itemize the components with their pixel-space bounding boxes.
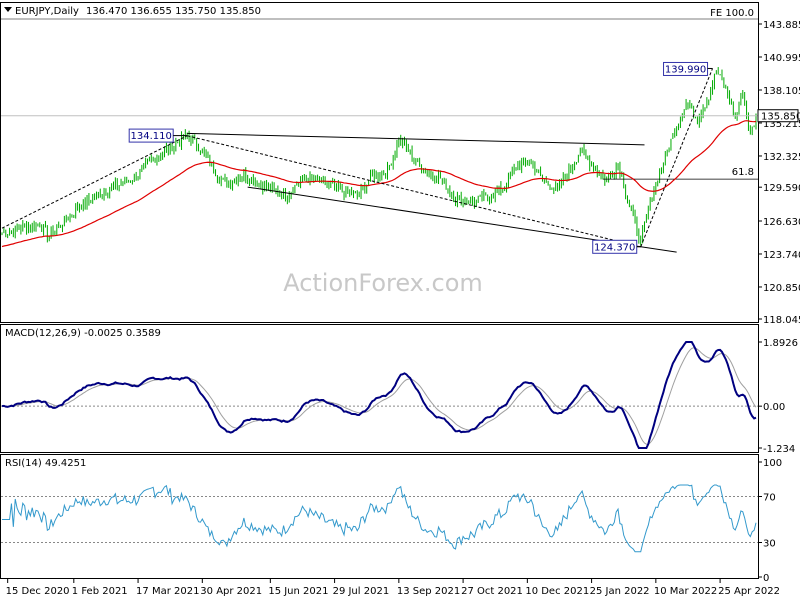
x-tick-label: 10 Mar 2022 xyxy=(654,586,717,597)
price-annotation-label: 124.370 xyxy=(594,242,635,253)
x-tick-label: 25 Jan 2022 xyxy=(590,586,650,597)
macd-tick-label: -1.234 xyxy=(763,444,795,455)
price-tick-label: 135.215 xyxy=(763,119,800,130)
macd-path xyxy=(1,341,757,449)
price-tick-label: 143.885 xyxy=(763,20,800,31)
rsi-title: RSI(14) 49.4251 xyxy=(5,458,86,469)
price-tick-label: 126.630 xyxy=(763,217,800,228)
dropdown-triangle-icon[interactable] xyxy=(4,7,12,12)
x-tick-label: 10 Dec 2021 xyxy=(525,586,589,597)
rsi-tick-label: 100 xyxy=(763,458,782,469)
x-tick-label: 15 Dec 2020 xyxy=(6,586,70,597)
price-annotation-label: 134.110 xyxy=(131,131,172,142)
macd-tick-label: 0.00 xyxy=(763,402,785,413)
x-tick-label: 27 Oct 2021 xyxy=(461,586,523,597)
rsi-tick-label: 70 xyxy=(763,493,776,504)
rsi-tick-label: 0 xyxy=(763,573,769,584)
rsi-path xyxy=(2,484,757,553)
macd-panel-frame xyxy=(0,324,759,453)
macd-tick-label: 1.8926 xyxy=(763,338,798,349)
price-tick-label: 129.590 xyxy=(763,183,800,194)
macd-title: MACD(12,26,9) -0.0025 0.3589 xyxy=(5,328,161,339)
price-tick-label: 123.740 xyxy=(763,250,800,261)
upper-channel-line xyxy=(187,132,645,146)
price-candles: 135.850 61.8 xyxy=(1,67,800,246)
symbol-label: EURJPY,Daily xyxy=(15,6,79,17)
current-price-label: 135.850 xyxy=(761,112,800,123)
x-axis: 15 Dec 2020 1 Feb 2021 17 Mar 2021 30 Apr 2… xyxy=(6,579,780,597)
x-tick-label: 29 Jul 2021 xyxy=(333,586,390,597)
price-tick-label: 132.325 xyxy=(763,152,800,163)
x-tick-label: 13 Sep 2021 xyxy=(397,586,460,597)
x-tick-label: 17 Mar 2021 xyxy=(136,586,199,597)
price-tick-label: 118.045 xyxy=(763,315,800,326)
price-tick-label: 140.995 xyxy=(763,53,800,64)
rsi-line: 100 70 30 0 xyxy=(1,458,782,584)
price-axis: 143.885 140.995 138.105 135.215 132.325 129.5… xyxy=(758,20,800,326)
x-tick-label: 15 Jun 2021 xyxy=(268,586,328,597)
fib-618-label: 61.8 xyxy=(732,167,754,178)
ema-line xyxy=(1,120,757,248)
rsi-panel-frame xyxy=(0,454,759,579)
macd-lines: 1.8926 0.00 -1.234 xyxy=(1,338,798,455)
dashed-trend-2 xyxy=(187,135,641,248)
price-tick-label: 138.105 xyxy=(763,86,800,97)
x-tick-label: 25 Apr 2022 xyxy=(718,586,780,597)
fe-100-label: FE 100.0 xyxy=(710,8,754,19)
price-annotations: 134.110 124.370 139.990 xyxy=(128,61,713,254)
price-annotation-label: 139.990 xyxy=(665,64,706,75)
price-tick-label: 120.850 xyxy=(763,283,800,294)
dashed-trend-3 xyxy=(640,68,714,247)
x-tick-label: 1 Feb 2021 xyxy=(72,586,128,597)
x-tick-label: 30 Apr 2021 xyxy=(200,586,262,597)
rsi-tick-label: 30 xyxy=(763,539,776,550)
ema-path xyxy=(1,120,757,248)
watermark: ActionForex.com xyxy=(283,269,483,297)
price-panel-frame xyxy=(0,2,759,323)
dashed-trend-1 xyxy=(1,135,188,229)
current-price-box xyxy=(757,109,799,123)
ohlc-values: 136.470 136.655 135.750 135.850 xyxy=(86,6,261,17)
